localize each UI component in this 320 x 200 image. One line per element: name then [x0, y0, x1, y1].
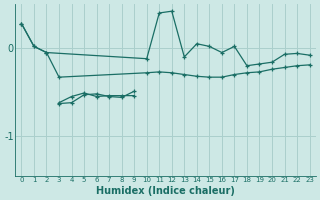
- X-axis label: Humidex (Indice chaleur): Humidex (Indice chaleur): [96, 186, 235, 196]
